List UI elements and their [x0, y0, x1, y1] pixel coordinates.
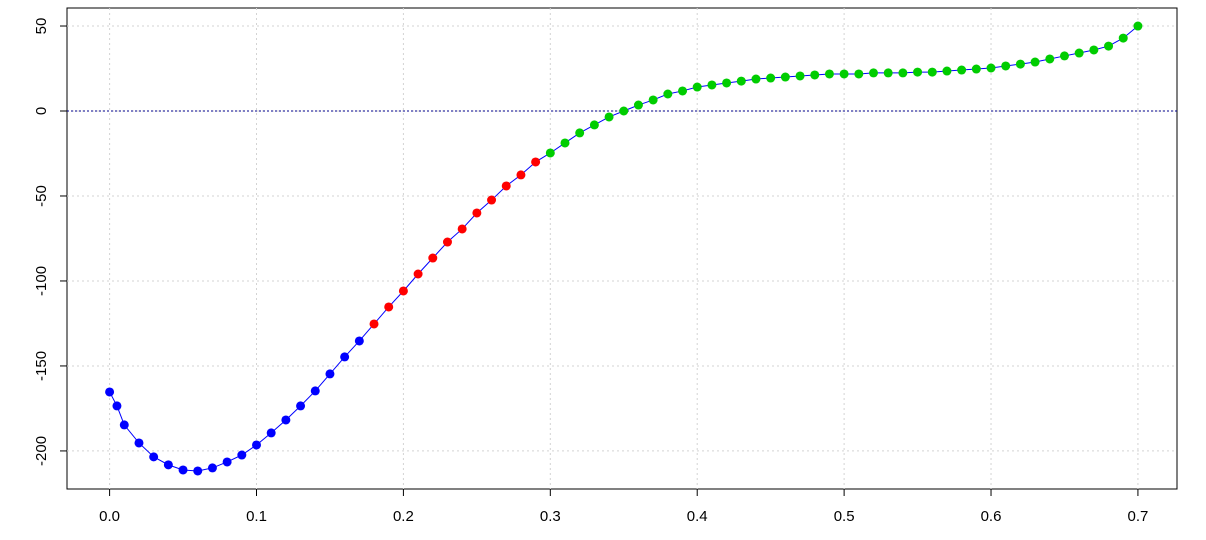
point	[1074, 48, 1084, 58]
point	[692, 82, 702, 92]
point	[736, 76, 746, 86]
point	[545, 148, 555, 158]
x-tick-label: 0.0	[99, 508, 120, 525]
point	[163, 460, 173, 470]
point	[780, 72, 790, 82]
x-tick-label: 0.5	[834, 508, 855, 525]
point	[178, 465, 188, 475]
y-tick-label: 50	[33, 18, 50, 35]
point	[971, 64, 981, 74]
point	[428, 253, 438, 263]
point	[913, 67, 923, 77]
plot-frame	[66, 7, 1178, 490]
point	[266, 428, 276, 438]
point	[193, 466, 203, 476]
point	[237, 450, 247, 460]
point	[516, 170, 526, 180]
point	[663, 89, 673, 99]
y-tick-label: -150	[33, 351, 50, 381]
point	[1001, 61, 1011, 71]
point	[942, 66, 952, 76]
point	[766, 73, 776, 83]
point	[112, 401, 122, 411]
point	[751, 74, 761, 84]
y-tick-label: -50	[33, 185, 50, 207]
point	[1089, 45, 1099, 55]
point	[986, 63, 996, 73]
point	[927, 67, 937, 77]
point	[457, 224, 467, 234]
point	[883, 68, 893, 78]
point	[149, 452, 159, 462]
point	[325, 369, 335, 379]
point	[678, 86, 688, 96]
x-tick-label: 0.2	[393, 508, 414, 525]
point	[369, 319, 379, 329]
point	[957, 65, 967, 75]
series-line	[373, 161, 536, 325]
point	[354, 336, 364, 346]
point	[501, 181, 511, 191]
point	[633, 100, 643, 110]
y-tick-label: -200	[33, 436, 50, 466]
point	[310, 386, 320, 396]
point	[340, 352, 350, 362]
point	[854, 69, 864, 79]
point	[398, 286, 408, 296]
point	[1133, 21, 1143, 31]
x-tick-label: 0.1	[246, 508, 267, 525]
point	[442, 237, 452, 247]
point	[384, 302, 394, 312]
point	[795, 71, 805, 81]
point	[1015, 59, 1025, 69]
point	[707, 80, 717, 90]
point	[1045, 54, 1055, 64]
point	[207, 463, 217, 473]
x-tick-label: 0.6	[981, 508, 1002, 525]
point	[810, 70, 820, 80]
point	[619, 106, 629, 116]
point	[1118, 33, 1128, 43]
point	[1059, 51, 1069, 61]
point	[222, 457, 232, 467]
point	[296, 401, 306, 411]
point	[472, 208, 482, 218]
point	[134, 438, 144, 448]
point	[589, 120, 599, 130]
point	[531, 157, 541, 167]
x-tick-label: 0.3	[540, 508, 561, 525]
point	[119, 420, 129, 430]
series-line	[109, 340, 360, 472]
y-tick-label: -100	[33, 266, 50, 296]
x-tick-label: 0.4	[687, 508, 708, 525]
point	[105, 387, 115, 397]
point	[898, 68, 908, 78]
point	[1030, 57, 1040, 67]
point	[487, 195, 497, 205]
point	[281, 415, 291, 425]
point	[868, 68, 878, 78]
y-tick-label: 0	[33, 107, 50, 115]
point	[560, 138, 570, 148]
point	[839, 69, 849, 79]
point	[575, 128, 585, 138]
x-tick-label: 0.7	[1127, 508, 1148, 525]
point	[413, 269, 423, 279]
point	[824, 69, 834, 79]
point	[722, 78, 732, 88]
point	[648, 95, 658, 105]
point	[252, 440, 262, 450]
point	[1104, 41, 1114, 51]
point	[604, 112, 614, 122]
